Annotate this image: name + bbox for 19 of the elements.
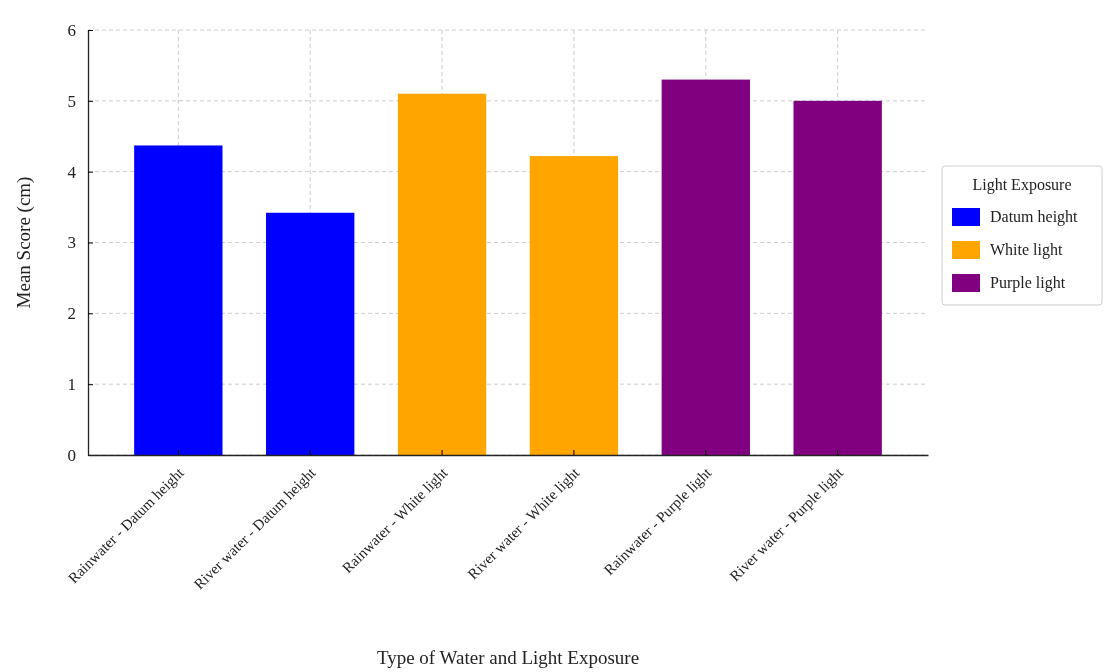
- legend-title: Light Exposure: [972, 176, 1072, 194]
- bar: [134, 145, 223, 455]
- bar: [397, 93, 487, 455]
- bar: [793, 100, 882, 455]
- y-tick-label: 0: [67, 445, 76, 465]
- bar: [266, 212, 355, 455]
- bar: [529, 156, 619, 455]
- legend-label: Datum height: [990, 208, 1079, 226]
- legend-label: White light: [990, 241, 1063, 259]
- y-axis-title: Mean Score (cm): [13, 176, 35, 309]
- x-axis-title: Type of Water and Light Exposure: [376, 647, 640, 668]
- y-tick-label: 1: [67, 375, 76, 395]
- y-tick-label: 5: [67, 91, 76, 111]
- y-tick-label: 4: [67, 162, 77, 182]
- legend-label: Purple light: [990, 274, 1066, 292]
- bar: [661, 79, 750, 455]
- y-tick-label: 2: [67, 304, 76, 324]
- y-tick-label: 3: [67, 233, 76, 253]
- y-tick-label: 6: [67, 20, 76, 40]
